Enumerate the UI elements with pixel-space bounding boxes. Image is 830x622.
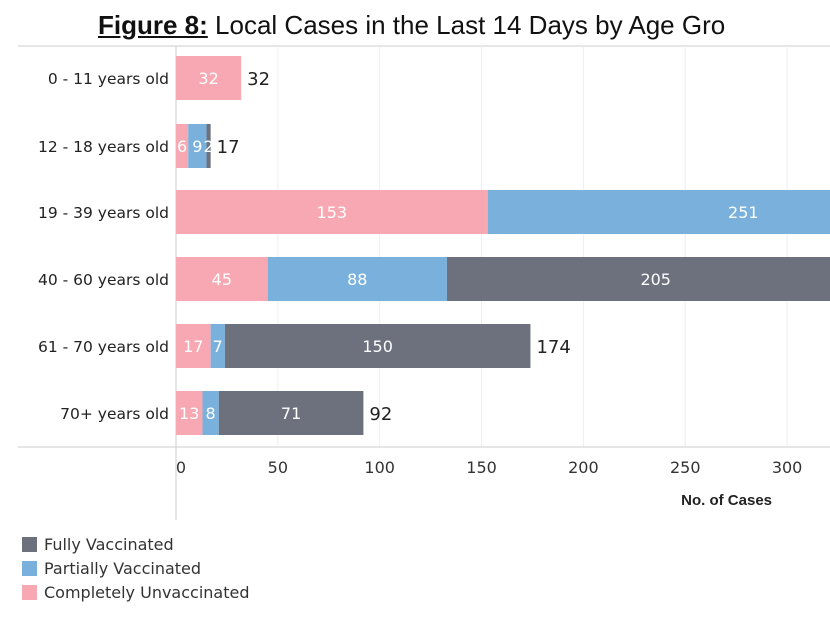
data-label: 150 [362,337,393,356]
total-label: 17 [217,137,240,158]
total-label: 92 [369,404,392,425]
figure-number: Figure 8: [98,10,208,40]
bar-segment [176,190,488,234]
x-tick-label: 50 [268,458,288,477]
title-text: Local Cases in the Last 14 Days by Age G… [215,10,726,40]
x-tick-label: 200 [568,458,599,477]
total-label: 32 [247,69,270,90]
data-label: 32 [198,69,218,88]
bar-segment [176,257,268,301]
data-label: 45 [212,270,232,289]
x-tick-label: 100 [364,458,395,477]
data-label: 7 [213,337,223,356]
legend-swatch [22,585,37,600]
bar-segment [224,324,531,368]
legend-label: Partially Vaccinated [44,559,202,578]
bar-segment [176,124,189,168]
data-label: 205 [640,270,671,289]
bar-segment [210,324,225,368]
legend-partially: Partially Vaccinated [22,559,201,578]
y-tick-label: 12 - 18 years old [38,138,169,156]
y-tick-label: 40 - 60 years old [38,271,169,289]
legend-unvaccinated: Completely Unvaccinated [22,583,250,602]
bar-segment [218,391,364,435]
data-label: 8 [206,404,216,423]
legend-label: Fully Vaccinated [44,535,174,554]
x-tick-label: 300 [772,458,803,477]
x-tick-label: 0 [176,458,186,477]
x-tick-label: 250 [670,458,701,477]
legend-swatch [22,561,37,576]
bar-segment [176,391,203,435]
bar-segment [446,257,830,301]
y-tick-label: 61 - 70 years old [38,338,169,356]
data-label: 251 [728,203,759,222]
bar-segment [176,324,211,368]
chart-title: Figure 8: Local Cases in the Last 14 Day… [98,10,725,41]
total-label: 174 [536,337,570,358]
y-tick-label: 19 - 39 years old [38,204,169,222]
y-tick-label: 70+ years old [60,405,169,423]
bar-segment [176,56,242,100]
data-label: 88 [347,270,367,289]
x-axis-title: No. of Cases [681,492,772,509]
bar-segment [206,124,211,168]
bar-segment [202,391,219,435]
legend-swatch [22,537,37,552]
data-label: 6 [177,137,187,156]
bar-segment [267,257,447,301]
legend-fully: Fully Vaccinated [22,535,174,554]
data-label: 2 [203,137,213,156]
legend-label: Completely Unvaccinated [44,583,250,602]
data-label: 13 [179,404,199,423]
data-label: 71 [281,404,301,423]
bar-segment [188,124,207,168]
x-tick-label: 150 [466,458,497,477]
bar-segment [487,190,830,234]
data-label: 153 [317,203,348,222]
data-label: 9 [192,137,202,156]
y-tick-label: 0 - 11 years old [48,70,169,88]
data-label: 17 [183,337,203,356]
